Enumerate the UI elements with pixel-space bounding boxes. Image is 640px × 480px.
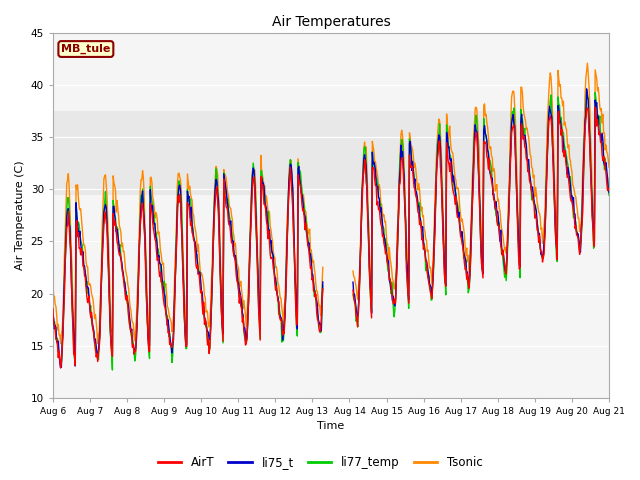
li77_temp xyxy=(59,332,67,337)
Tsonic xyxy=(399,143,407,149)
li77_temp xyxy=(116,242,124,248)
Line: AirT: AirT xyxy=(53,107,609,368)
AirT xyxy=(173,241,180,247)
li77_temp xyxy=(49,320,57,326)
li75_t xyxy=(116,253,124,259)
Line: Tsonic: Tsonic xyxy=(53,63,609,345)
li75_t xyxy=(59,330,67,336)
X-axis label: Time: Time xyxy=(317,421,344,432)
Tsonic xyxy=(116,226,124,231)
li75_t xyxy=(173,233,180,239)
li77_temp xyxy=(399,155,407,161)
Tsonic xyxy=(202,309,210,315)
Line: li77_temp: li77_temp xyxy=(53,91,609,370)
Text: MB_tule: MB_tule xyxy=(61,44,111,54)
Tsonic xyxy=(416,187,424,192)
Title: Air Temperatures: Air Temperatures xyxy=(271,15,390,29)
li77_temp xyxy=(173,228,180,234)
AirT xyxy=(416,222,424,228)
AirT xyxy=(59,332,67,338)
li77_temp xyxy=(202,324,210,330)
li75_t xyxy=(416,215,424,221)
AirT xyxy=(605,185,613,191)
Tsonic xyxy=(605,165,613,170)
Tsonic xyxy=(49,280,57,286)
li75_t xyxy=(605,190,613,195)
li77_temp xyxy=(416,200,424,206)
AirT xyxy=(49,306,57,312)
Bar xyxy=(53,111,609,194)
Tsonic xyxy=(59,314,67,320)
Legend: AirT, li75_t, li77_temp, Tsonic: AirT, li75_t, li77_temp, Tsonic xyxy=(153,452,487,474)
li75_t xyxy=(202,320,210,325)
li77_temp xyxy=(605,192,613,198)
Y-axis label: Air Temperature (C): Air Temperature (C) xyxy=(15,161,25,270)
AirT xyxy=(399,168,407,174)
AirT xyxy=(116,251,124,256)
li75_t xyxy=(49,315,57,321)
Line: li75_t: li75_t xyxy=(53,89,609,368)
li75_t xyxy=(399,163,407,168)
Tsonic xyxy=(173,216,180,221)
AirT xyxy=(202,320,210,326)
